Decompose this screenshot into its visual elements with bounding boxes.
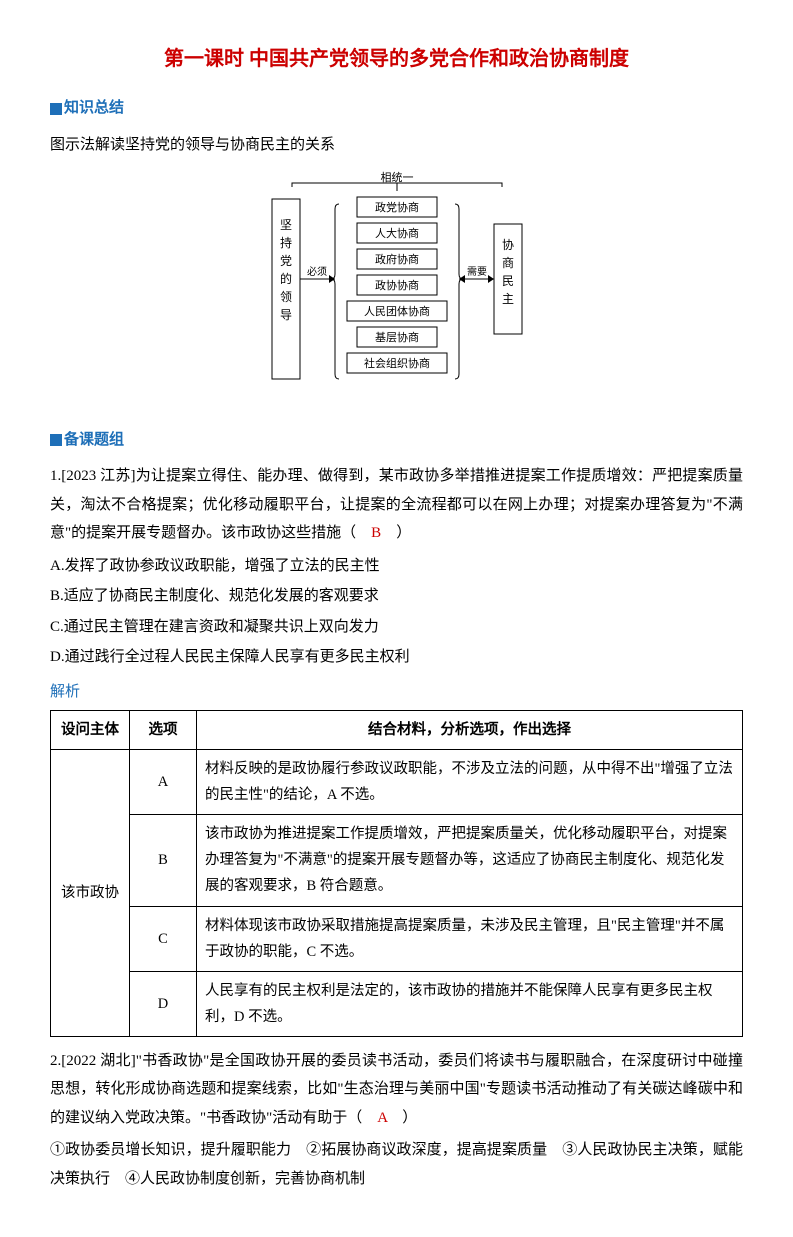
center-boxes: 政党协商 人大协商 政府协商 政协协商 人民团体协商 基层协商 社会组织协商 <box>347 197 447 373</box>
cell-subject: 该市政协 <box>51 750 130 1037</box>
left-label-3: 党 <box>279 253 291 268</box>
svg-text:基层协商: 基层协商 <box>375 330 419 344</box>
left-label-2: 持 <box>279 235 291 250</box>
q1-close: ） <box>396 525 411 541</box>
relationship-diagram: 相统一 坚 持 党 的 领 导 协 商 民 主 必须 需要 政党协商 人大协商 … <box>217 169 577 399</box>
q2-prefix: 2.[2022 湖北] <box>50 1053 136 1069</box>
cell-opt: C <box>130 906 197 971</box>
svg-text:政府协商: 政府协商 <box>375 252 419 266</box>
right-brace <box>455 204 463 379</box>
svg-text:人大协商: 人大协商 <box>375 226 419 240</box>
svg-text:人民团体协商: 人民团体协商 <box>364 304 430 318</box>
left-arrow-label: 必须 <box>307 265 327 278</box>
diagram-container: 相统一 坚 持 党 的 领 导 协 商 民 主 必须 需要 政党协商 人大协商 … <box>50 169 743 410</box>
right-label-1: 协 <box>501 237 513 252</box>
cell-text: 人民享有的民主权利是法定的，该市政协的措施并不能保障人民享有更多民主权利，D 不… <box>197 971 743 1036</box>
cell-text: 材料反映的是政协履行参政议政职能，不涉及立法的问题，从中得不出"增强了立法的民主… <box>197 750 743 815</box>
cell-opt: D <box>130 971 197 1036</box>
right-arrow-label: 需要 <box>467 266 487 278</box>
square-icon <box>50 103 62 115</box>
left-label-5: 领 <box>279 290 291 304</box>
right-arrow-head-right <box>488 275 494 283</box>
section-knowledge-header: 知识总结 <box>50 94 743 123</box>
cell-text: 该市政协为推进提案工作提质增效，严把提案质量关，优化移动履职平台，对提案办理答复… <box>197 815 743 906</box>
right-label-3: 民 <box>501 274 513 288</box>
q2-choices: ①政协委员增长知识，提升履职能力 ②拓展协商议政深度，提高提案质量 ③人民政协民… <box>50 1136 743 1193</box>
q1-opt-a: A.发挥了政协参政议政职能，增强了立法的民主性 <box>50 552 743 581</box>
q1-opt-b: B.适应了协商民主制度化、规范化发展的客观要求 <box>50 582 743 611</box>
table-row: D 人民享有的民主权利是法定的，该市政协的措施并不能保障人民享有更多民主权利，D… <box>51 971 743 1036</box>
cell-opt: A <box>130 750 197 815</box>
section-label: 知识总结 <box>64 100 124 116</box>
right-label-2: 商 <box>501 255 513 270</box>
q2-stem: 2.[2022 湖北]"书香政协"是全国政协开展的委员读书活动，委员们将读书与履… <box>50 1047 743 1133</box>
svg-text:社会组织协商: 社会组织协商 <box>364 356 430 370</box>
q2-answer: A <box>377 1110 387 1126</box>
cell-opt: B <box>130 815 197 906</box>
table-header-row: 设问主体 选项 结合材料，分析选项，作出选择 <box>51 711 743 750</box>
q2-text: "书香政协"是全国政协开展的委员读书活动，委员们将读书与履职融合，在深度研讨中碰… <box>50 1053 743 1126</box>
solution-label: 解析 <box>50 678 743 707</box>
section-questions-header: 备课题组 <box>50 426 743 455</box>
page-title: 第一课时 中国共产党领导的多党合作和政治协商制度 <box>50 40 743 78</box>
diagram-top-label: 相统一 <box>380 171 413 184</box>
square-icon <box>50 434 62 446</box>
cell-text: 材料体现该市政协采取措施提高提案质量，未涉及民主管理，且"民主管理"并不属于政协… <box>197 906 743 971</box>
q2-close: ） <box>402 1110 417 1126</box>
intro-line: 图示法解读坚持党的领导与协商民主的关系 <box>50 131 743 160</box>
section-label: 备课题组 <box>64 432 124 448</box>
q1-opt-c: C.通过民主管理在建言资政和凝聚共识上双向发力 <box>50 613 743 642</box>
q1-answer: B <box>371 525 381 541</box>
left-brace <box>331 204 339 379</box>
th-subject: 设问主体 <box>51 711 130 750</box>
svg-text:政协协商: 政协协商 <box>375 278 419 292</box>
table-row: 该市政协 A 材料反映的是政协履行参政议政职能，不涉及立法的问题，从中得不出"增… <box>51 750 743 815</box>
svg-text:政党协商: 政党协商 <box>375 200 419 214</box>
th-option: 选项 <box>130 711 197 750</box>
table-row: C 材料体现该市政协采取措施提高提案质量，未涉及民主管理，且"民主管理"并不属于… <box>51 906 743 971</box>
q1-opt-d: D.通过践行全过程人民民主保障人民享有更多民主权利 <box>50 643 743 672</box>
q1-stem: 1.[2023 江苏]为让提案立得住、能办理、做得到，某市政协多举措推进提案工作… <box>50 462 743 548</box>
q1-prefix: 1.[2023 江苏] <box>50 468 136 484</box>
analysis-table: 设问主体 选项 结合材料，分析选项，作出选择 该市政协 A 材料反映的是政协履行… <box>50 710 743 1037</box>
left-label-6: 导 <box>279 308 291 322</box>
left-label-4: 的 <box>279 271 291 286</box>
right-label-4: 主 <box>501 292 513 306</box>
left-label-1: 坚 <box>279 218 291 232</box>
table-row: B 该市政协为推进提案工作提质增效，严把提案质量关，优化移动履职平台，对提案办理… <box>51 815 743 906</box>
th-analysis: 结合材料，分析选项，作出选择 <box>197 711 743 750</box>
